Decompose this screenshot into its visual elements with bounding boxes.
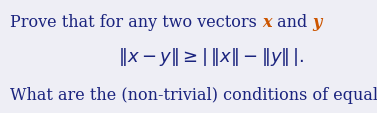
Text: y: y (312, 14, 321, 31)
Text: $\|\mathbf{\mathit{x}} - \mathbf{\mathit{y}}\| \geq |\,\|\mathbf{\mathit{x}}\| -: $\|\mathbf{\mathit{x}} - \mathbf{\mathit… (118, 46, 305, 67)
Text: x: x (262, 14, 271, 31)
Text: Prove that for any two vectors: Prove that for any two vectors (10, 14, 262, 31)
Text: What are the (non-trivial) conditions of equality?: What are the (non-trivial) conditions of… (10, 86, 377, 103)
Text: and: and (271, 14, 312, 31)
